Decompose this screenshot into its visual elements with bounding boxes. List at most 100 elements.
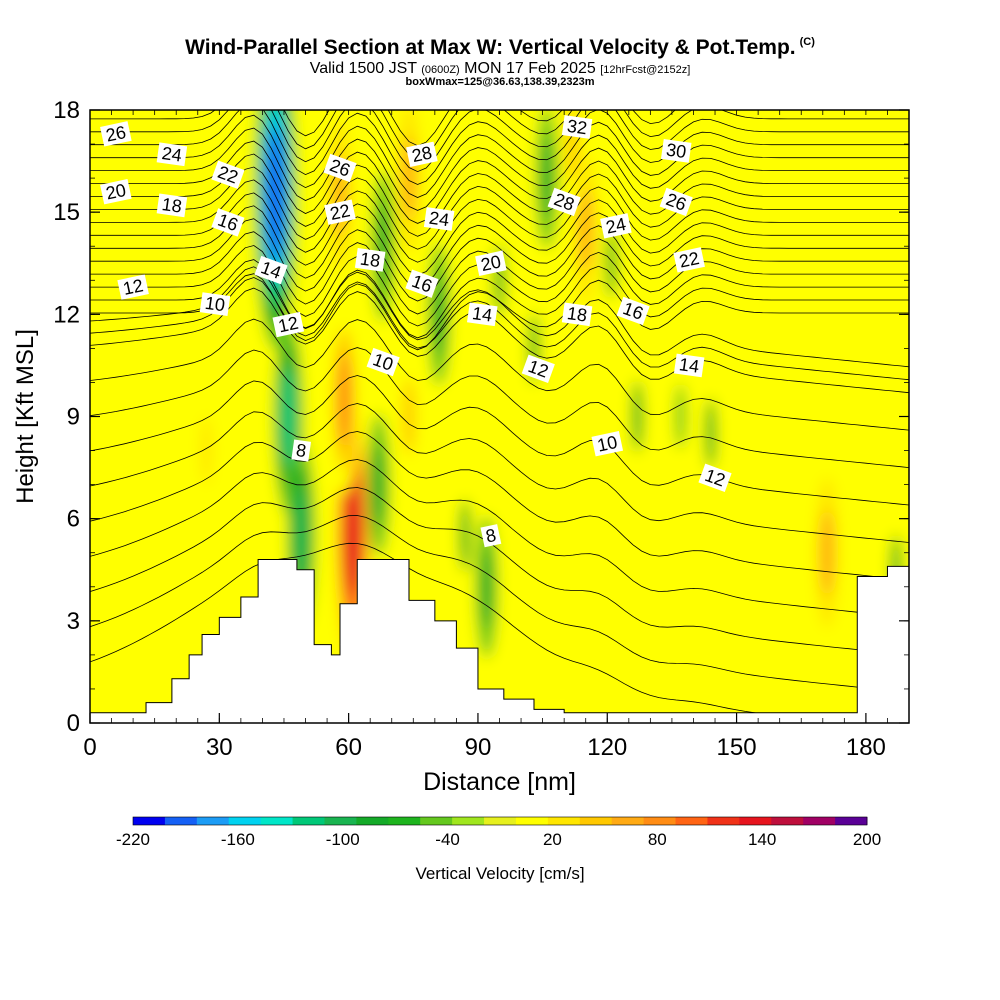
velocity-cell: [675, 383, 686, 450]
y-tick-label: 9: [67, 404, 80, 431]
velocity-cell: [605, 228, 618, 299]
theta-label-text: 12: [121, 275, 145, 299]
theta-contour: [90, 110, 909, 160]
label-backdrop: [480, 524, 502, 548]
theta-contour-label: 12: [698, 463, 732, 492]
theta-contour-label: 20: [100, 179, 132, 205]
theta-label-text: 20: [479, 251, 503, 275]
theta-label-text: 26: [104, 122, 128, 146]
theta-contour: [90, 110, 909, 173]
theta-label-text: 28: [410, 142, 434, 166]
label-backdrop: [475, 250, 507, 276]
theta-label-text: 18: [161, 194, 184, 217]
colorbar-swatch: [547, 817, 581, 825]
label-backdrop: [211, 208, 245, 237]
velocity-cell: [372, 443, 386, 526]
label-backdrop: [591, 431, 624, 457]
velocity-cell: [281, 366, 296, 467]
velocity-cell: [778, 385, 790, 448]
colorbar-swatch: [643, 817, 677, 825]
colorbar-tick-label: 200: [853, 830, 881, 849]
colorbar-label: Vertical Velocity [cm/s]: [415, 864, 585, 883]
colorbar-swatch: [164, 817, 198, 825]
label-backdrop: [354, 247, 386, 272]
label-backdrop: [323, 153, 357, 183]
theta-contour-label: 18: [561, 302, 593, 327]
theta-label-text: 14: [678, 354, 701, 377]
terrain-profile: [90, 559, 909, 723]
colorbar-frame: [132, 816, 868, 826]
theta-label-text: 10: [595, 432, 619, 456]
theta-contour: [90, 166, 909, 250]
velocity-cell: [432, 273, 446, 356]
velocity-cell: [337, 351, 352, 447]
colorbar-swatch: [196, 817, 230, 825]
label-backdrop: [659, 187, 693, 217]
chart-subtitle: Valid 1500 JST (0600Z) MON 17 Feb 2025 […: [309, 60, 691, 77]
colorbar-tick-label: -160: [221, 830, 255, 849]
theta-contour-label: 14: [467, 302, 498, 327]
theta-contour-label: 10: [366, 347, 400, 377]
theta-label-text: 10: [204, 293, 227, 316]
label-backdrop: [254, 255, 288, 285]
colorbar-swatch: [388, 817, 421, 825]
y-tick-label: 6: [67, 506, 80, 533]
theta-contour: [90, 375, 909, 506]
label-backdrop: [406, 141, 438, 167]
label-backdrop: [272, 311, 305, 338]
theta-contour: [90, 347, 909, 468]
theta-contour-label: 28: [547, 187, 581, 217]
theta-label-text: 24: [428, 208, 451, 231]
theta-contour: [90, 403, 909, 543]
theta-contour-label: 22: [673, 247, 705, 273]
label-backdrop: [324, 199, 356, 225]
x-tick-label: 150: [717, 734, 757, 761]
theta-contour-label: 24: [600, 213, 632, 239]
colorbar-swatch: [356, 817, 389, 825]
velocity-cell: [294, 488, 309, 584]
velocity-cell: [459, 499, 471, 572]
theta-contour: [90, 218, 909, 302]
theta-label-text: 32: [566, 116, 589, 139]
plot-area: 2624222018161210141282622181028241620141…: [90, 110, 909, 723]
theta-contour-label: 28: [406, 141, 438, 167]
label-backdrop: [561, 115, 593, 139]
colorbar-tick-label: 20: [543, 830, 562, 849]
y-tick-label: 0: [67, 710, 80, 737]
theta-label-text: 22: [328, 200, 352, 224]
theta-contour-label: 18: [354, 247, 386, 272]
x-tick-label: 180: [846, 734, 886, 761]
velocity-cell: [376, 203, 390, 290]
label-backdrop: [521, 354, 555, 384]
velocity-cell: [200, 416, 212, 485]
y-tick-label: 12: [53, 301, 80, 328]
label-backdrop: [405, 269, 439, 298]
label-backdrop: [423, 207, 455, 231]
label-backdrop: [673, 353, 705, 378]
theta-label-text: 22: [677, 248, 701, 272]
label-backdrop: [600, 213, 632, 239]
colorbar-tick-label: -40: [435, 830, 460, 849]
theta-contour-label: 12: [272, 311, 305, 338]
theta-contour-label: 22: [324, 199, 356, 225]
x-tick-label: 90: [465, 734, 492, 761]
theta-label-text: 12: [276, 313, 300, 337]
theta-contour-label: 16: [211, 208, 245, 237]
theta-contour: [90, 127, 909, 211]
theta-contour-label: 22: [211, 160, 245, 189]
label-backdrop: [561, 302, 593, 327]
colorbar-swatch: [452, 817, 485, 825]
theta-contour-label: 12: [117, 274, 149, 300]
colorbar-swatch: [515, 817, 549, 825]
colorbar-swatch: [739, 817, 772, 825]
label-backdrop: [199, 292, 231, 316]
theta-contour: [90, 179, 909, 263]
colorbar-swatch: [420, 817, 453, 825]
colorbar-swatch: [292, 817, 325, 825]
theta-label-text: 30: [665, 140, 688, 163]
label-backdrop: [156, 142, 188, 167]
y-axis-label: Height [Kft MSL]: [12, 329, 39, 504]
colorbar-swatch: [835, 817, 868, 825]
x-tick-label: 0: [83, 734, 96, 761]
